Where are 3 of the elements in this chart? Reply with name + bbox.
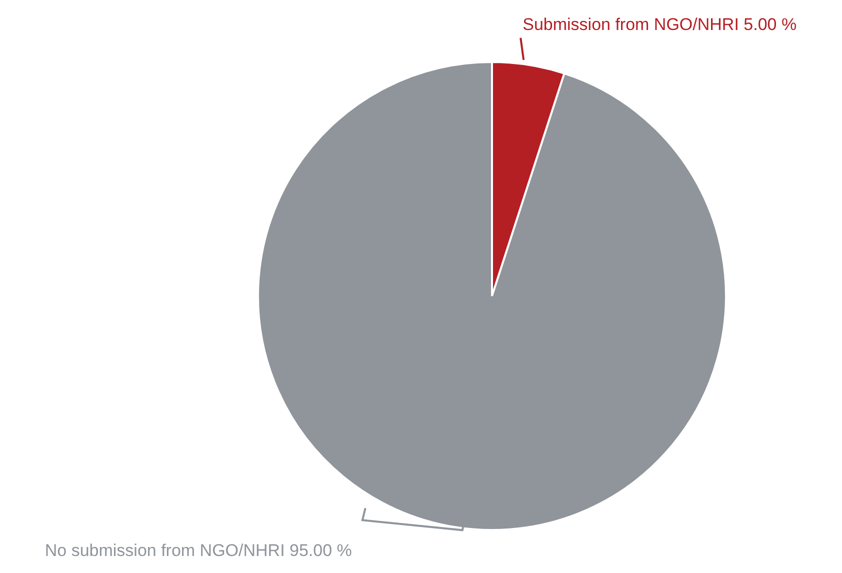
slice-label: No submission from NGO/NHRI 95.00 %: [44, 541, 352, 560]
slice-label: Submission from NGO/NHRI 5.00 %: [522, 14, 797, 34]
pie-slice: [257, 61, 727, 531]
